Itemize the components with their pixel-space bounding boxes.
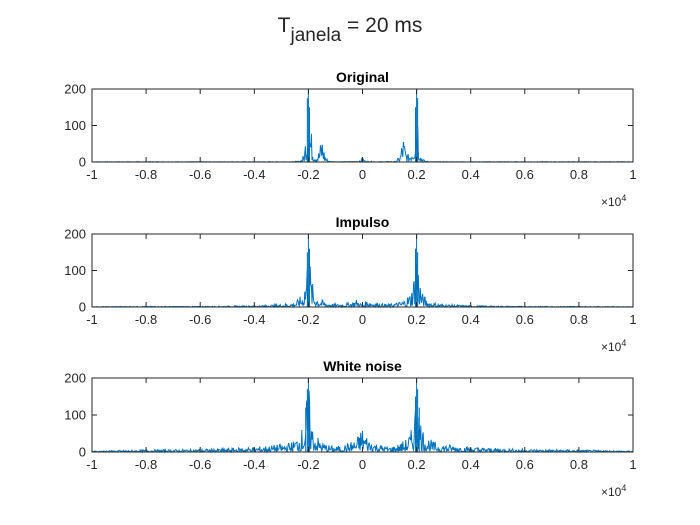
y-tick-label: 0 [79,300,86,315]
plot-area [92,89,633,162]
x-tick-label: -0.6 [189,312,211,327]
x-tick-label: 0.6 [516,167,534,182]
y-tick-label: 200 [64,227,86,242]
y-tick-label: 200 [64,82,86,97]
x-exponent-label: ×104 [601,193,626,209]
x-tick-label: 0.4 [462,167,480,182]
y-tick-label: 200 [64,371,86,386]
x-tick-label: 0 [359,312,366,327]
x-tick-label: 1 [629,457,636,472]
x-tick-label: 0 [359,457,366,472]
x-tick-label: 0.4 [462,312,480,327]
x-tick-label: 0.4 [462,457,480,472]
x-exponent-label: ×104 [601,483,626,499]
y-tick-label: 0 [79,445,86,460]
x-tick-label: -0.6 [189,457,211,472]
subplot-title: White noise [323,358,402,374]
x-tick-label: 0.8 [570,312,588,327]
figure-title-main: T [278,14,291,37]
x-tick-label: 0.2 [408,312,426,327]
x-tick-label: 0.8 [570,457,588,472]
figure-title-subscript: janela [289,25,341,46]
y-tick-label: 0 [79,155,86,170]
x-tick-label: -0.2 [297,312,319,327]
x-tick-label: -0.8 [135,457,157,472]
plot-area [92,234,633,307]
x-tick-label: -0.4 [243,167,265,182]
x-tick-label: 0.6 [516,312,534,327]
subplot-white-noise: White noise -1 -0.8 -0.6 -0.4 -0.2 0 0.2 0.4 0.6 0… [64,358,636,499]
subplot-title: Impulso [336,214,390,230]
x-tick-label: 0.8 [570,167,588,182]
subplot-original: Original -1 -0.8 -0.6 -0.4 -0.2 0 0.2 0.4 0.6 0.8 1… [64,69,636,209]
x-tick-label: 1 [629,167,636,182]
figure-title: Tjanela = 20 ms [278,14,423,46]
subplot-title: Original [336,69,389,85]
x-tick-label: -0.6 [189,167,211,182]
series-line [91,378,634,454]
x-tick-label: -1 [86,312,98,327]
x-tick-label: 1 [629,312,636,327]
x-tick-label: 0 [359,167,366,182]
x-tick-label: -0.4 [243,457,265,472]
subplot-impulso: Impulso-1 -0.8 -0.6 -0.4 -0.2 0 0.2 0.4 0.6 0.8 10… [64,214,636,354]
y-tick-label: 100 [64,118,86,133]
x-tick-label: -1 [86,457,98,472]
x-tick-label: -0.8 [135,167,157,182]
x-tick-label: 0.2 [408,167,426,182]
x-tick-label: -1 [86,167,98,182]
y-tick-label: 100 [64,263,86,278]
y-tick-label: 100 [64,408,86,423]
x-exponent-label: ×104 [601,338,626,354]
x-tick-label: 0.2 [408,457,426,472]
x-tick-label: -0.2 [297,167,319,182]
x-tick-label: -0.8 [135,312,157,327]
x-tick-label: -0.2 [297,457,319,472]
x-tick-label: 0.6 [516,457,534,472]
figure-title-rest: = 20 ms [341,14,422,37]
x-tick-label: -0.4 [243,312,265,327]
